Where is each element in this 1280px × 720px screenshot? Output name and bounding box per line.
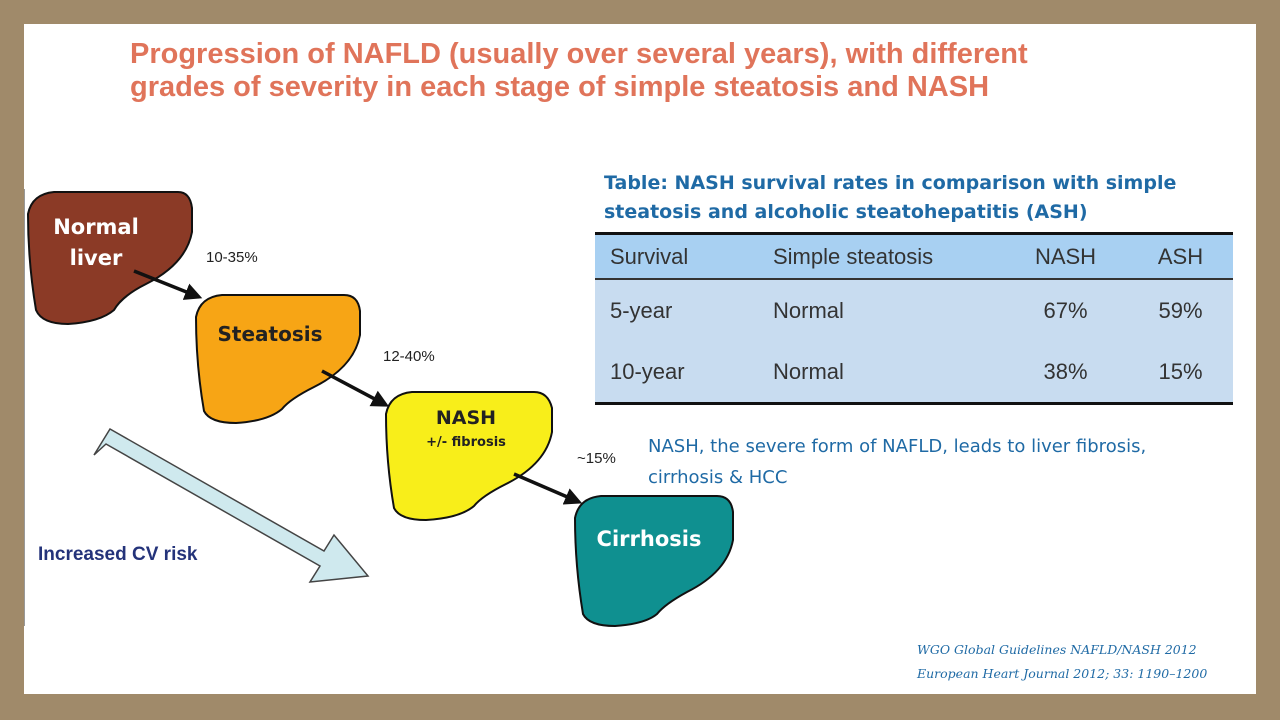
table-header-simple-steatosis: Simple steatosis [758,233,1003,280]
stage-label-nash-fibrosis: +/- fibrosis [426,435,506,450]
liver-shape-cirrhosis [573,495,734,628]
transition-arrow-1 [133,269,203,300]
table-header-ash: ASH [1128,233,1233,280]
liver-shape-nash [384,391,553,522]
stage-label-cirrhosis: Cirrhosis [597,527,702,551]
stage-label-normal-line2: liver [70,246,123,270]
transition-arrow-2 [321,369,390,407]
stage-cirrhosis: Cirrhosis [573,495,734,628]
survival-table: Survival Simple steatosis NASH ASH 5-yea… [595,232,1233,405]
table-row: 5-year Normal 67% 59% [595,279,1233,341]
slide-title: Progression of NAFLD (usually over sever… [130,38,1210,104]
table-header-row: Survival Simple steatosis NASH ASH [595,233,1233,280]
progression-diagram: Normal liver Steatosis NASH +/- fibrosis… [24,189,734,628]
table-header-nash: NASH [1003,233,1128,280]
table-cell: Normal [773,358,844,384]
liver-shape-steatosis [194,294,361,425]
table-cell: 5-year [610,297,673,323]
references: WGO Global Guidelines NAFLD/NASH 2012 Eu… [917,638,1247,686]
transition-label-1: 10-35% [206,249,258,266]
table-caption-line2: steatosis and alcoholic steatohepatitis … [604,201,1088,223]
table-cell: 10-year [610,358,685,384]
transition-label-2: 12-40% [383,348,435,365]
stage-steatosis: Steatosis [194,294,361,425]
table-header-survival: Survival [595,233,758,280]
table-cell: Normal [773,297,844,323]
slide-title-line2: grades of severity in each stage of simp… [130,71,990,103]
slide: Progression of NAFLD (usually over sever… [24,24,1256,694]
transition-label-3: ~15% [577,450,616,467]
liver-shape-normal [26,191,193,326]
nash-note-line1: NASH, the severe form of NAFLD, leads to… [648,436,1147,457]
stage-label-normal-line1: Normal [53,215,139,239]
table-cell: 67% [1043,297,1088,323]
nash-note: NASH, the severe form of NAFLD, leads to… [648,431,1228,493]
table-cell: 38% [1043,358,1088,384]
cv-risk-label: Increased CV risk [38,544,198,565]
table-cell: 15% [1158,358,1203,384]
stage-label-nash: NASH [436,407,496,429]
reference-2: European Heart Journal 2012; 33: 1190–12… [917,666,1208,681]
stage-normal-liver: Normal liver [26,191,193,326]
table-caption: Table: NASH survival rates in comparison… [604,169,1224,227]
cv-risk-arrow [93,427,370,583]
reference-1: WGO Global Guidelines NAFLD/NASH 2012 [917,642,1197,657]
stage-nash: NASH +/- fibrosis [384,391,553,522]
slide-title-line1: Progression of NAFLD (usually over sever… [130,38,1028,70]
stage-label-steatosis: Steatosis [218,322,323,346]
transition-arrow-3 [513,472,583,505]
table-row: 10-year Normal 38% 15% [595,341,1233,404]
nash-note-line2: cirrhosis & HCC [648,467,788,488]
table-cell: 59% [1158,297,1203,323]
table-caption-line1: Table: NASH survival rates in comparison… [604,172,1177,194]
